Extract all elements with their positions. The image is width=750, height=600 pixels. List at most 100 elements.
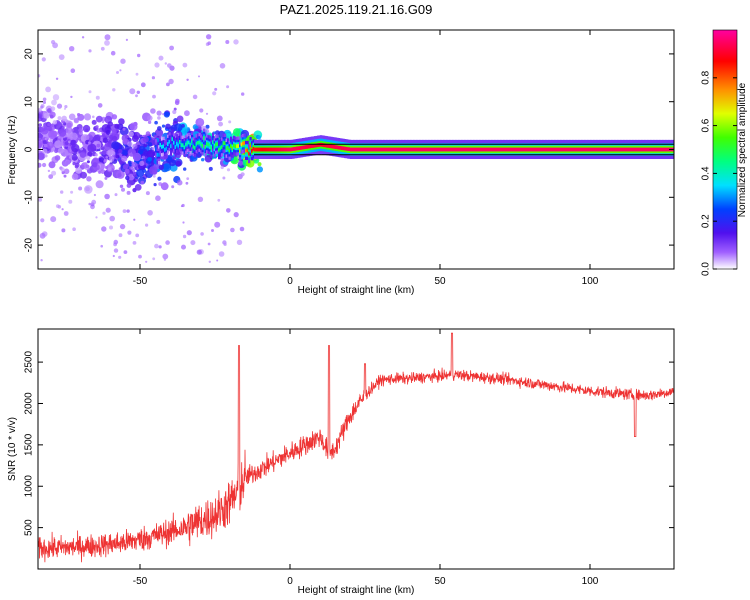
heatmap-cell [39,232,46,239]
heatmap-cell [107,121,114,127]
heatmap-cell [569,147,572,152]
heatmap-cell [71,128,75,132]
heatmap-cell [72,227,76,231]
heatmap-cell [96,128,101,133]
x-tick-label: -50 [133,576,148,587]
heatmap-cell [184,110,190,117]
heatmap-cell [549,147,552,152]
heatmap-cell [219,63,226,69]
y-tick-label: 500 [24,519,35,536]
heatmap-cell [216,115,223,122]
heatmap-cell [115,154,120,159]
heatmap-cell [65,126,73,134]
heatmap-cell [618,147,621,152]
heatmap-cell [588,147,591,152]
heatmap-cell [99,151,103,155]
heatmap-cell [104,34,111,41]
heatmap-cell [226,168,231,172]
heatmap-cell [108,134,114,139]
heatmap-cell [471,147,474,152]
heatmap-cell [182,234,187,239]
heatmap-cell [504,147,507,152]
heatmap-cell [446,147,449,152]
heatmap-cell [359,147,362,152]
heatmap-cell [38,142,43,149]
heatmap-cell [217,198,221,202]
heatmap-cell [174,100,180,106]
heatmap-cell [456,147,459,152]
heatmap-cell [204,154,213,163]
heatmap-cell [612,147,615,152]
heatmap-cell [654,147,657,152]
heatmap-cell [290,147,293,152]
heatmap-cell [434,147,437,152]
heatmap-cell [100,46,105,51]
heatmap-cell [413,147,416,152]
heatmap-cell [60,167,65,172]
heatmap-cell [47,108,52,113]
heatmap-cell [342,146,345,151]
heatmap-cell [269,147,272,152]
heatmap-cell [181,244,186,250]
heatmap-cell [78,127,83,133]
heatmap-cell [38,132,43,141]
heatmap-cell [156,219,161,224]
heatmap-cell [578,147,581,152]
heatmap-cell [88,49,92,53]
heatmap-cell [43,112,50,119]
heatmap-cell [108,156,115,162]
heatmap-cell [452,147,455,152]
heatmap-cell [249,144,252,149]
heatmap-cell [513,147,516,152]
heatmap-cell [60,190,64,194]
heatmap-cell [214,87,218,91]
heatmap-cell [507,147,510,152]
heatmap-cell [230,227,235,233]
heatmap-cell [591,147,594,152]
heatmap-cell [168,139,171,144]
heatmap-cell [111,114,118,120]
heatmap-cell [158,245,162,249]
heatmap-cell [186,141,189,145]
heatmap-cell [183,145,186,150]
heatmap-cell [156,152,159,157]
heatmap-cell [377,147,380,152]
heatmap-cell [42,148,48,154]
y-tick-label: 20 [24,48,35,60]
spectrogram-x-label: Height of straight line (km) [298,285,415,296]
heatmap-cell [240,142,243,147]
heatmap-cell [528,147,531,152]
heatmap-cell [56,103,63,109]
heatmap-cell [206,142,209,146]
heatmap-cell [41,57,46,62]
heatmap-cell [641,147,644,152]
heatmap-cell [109,215,115,222]
colorbar: 0.0 0.2 0.4 0.6 0.8 Normalized spectral ampl… [701,29,748,276]
heatmap-cell [143,143,148,148]
heatmap-cell [66,122,72,128]
heatmap-cell [165,240,170,245]
heatmap-cell [455,147,458,152]
spectrogram-y-label: Frequency (Hz) [7,116,18,185]
heatmap-cell [182,62,188,68]
heatmap-cell [176,115,184,123]
heatmap-cell [50,106,56,111]
heatmap-cell [314,143,317,148]
heatmap-cell [88,202,91,206]
heatmap-cell [647,147,650,152]
heatmap-cell [140,180,145,185]
heatmap-cell [453,147,456,152]
heatmap-cell [174,145,177,149]
heatmap-cell [238,160,244,166]
heatmap-cell [285,147,288,152]
heatmap-cell [129,88,136,95]
heatmap-cell [164,62,167,65]
heatmap-cell [464,147,467,152]
heatmap-cell [576,147,579,152]
heatmap-cell [371,147,374,152]
heatmap-cell [112,135,118,142]
heatmap-cell [503,147,506,152]
heatmap-cell [129,122,138,131]
heatmap-cell [49,114,54,119]
heatmap-cell [257,135,262,140]
